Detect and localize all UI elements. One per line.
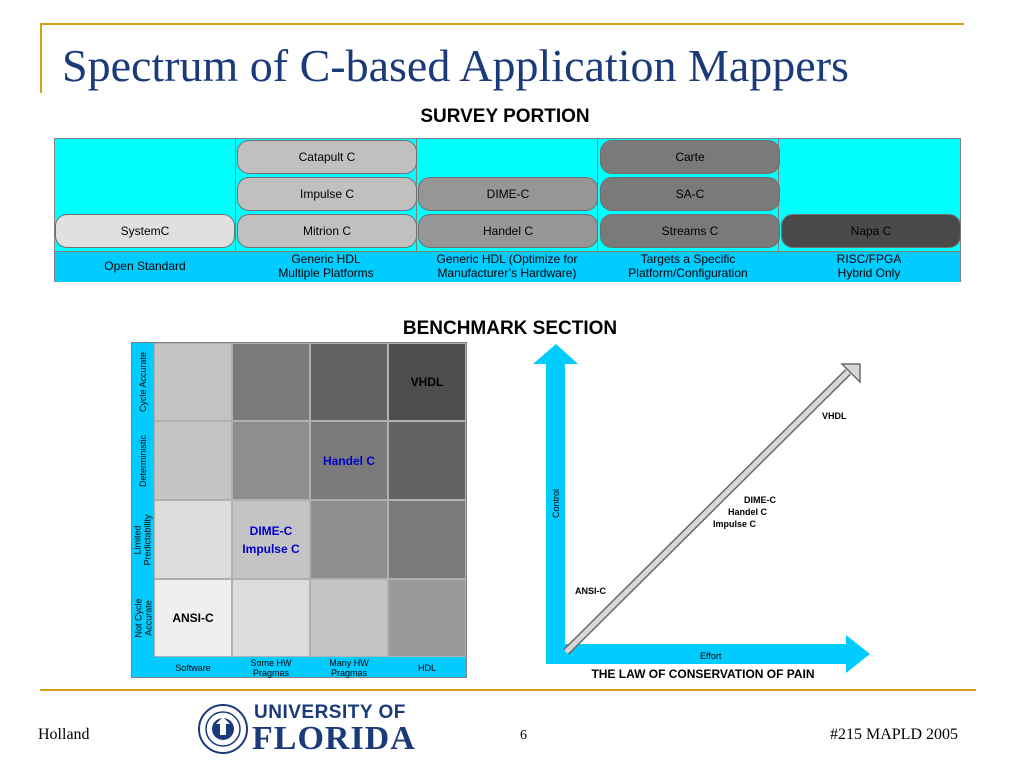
grid-cell (388, 421, 466, 500)
pill-systemc: SystemC (55, 214, 235, 248)
row-label-not-cycle-accurate: Not Cycle Accurate (133, 598, 154, 638)
col-label-software: Software (175, 663, 211, 673)
footer-event: #215 MAPLD 2005 (830, 726, 959, 743)
category-risc-fpga: RISC/FPGA Hybrid Only (836, 252, 902, 280)
grid-cell (232, 579, 310, 657)
grid-cell-label: Impulse C (242, 541, 300, 556)
category-generic-hdl: Generic HDL Multiple Platforms (278, 252, 374, 280)
col-label-hdl: HDL (417, 663, 436, 673)
grid-cell-label: Handel C (322, 453, 375, 468)
diagonal-arrow (563, 363, 861, 655)
benchmark-title: BENCHMARK SECTION (402, 318, 618, 339)
pill-sa-c: SA-C (600, 177, 780, 211)
grid-cell (154, 343, 232, 421)
gold-frame-top (40, 23, 964, 25)
university-seal-icon (198, 704, 248, 754)
law-caption: THE LAW OF CONSERVATION OF PAIN (591, 667, 815, 681)
logo-line1: UNIVERSITY OF (254, 702, 406, 723)
grid-cell: ANSI-C (154, 579, 232, 657)
effort-axis-arrow (546, 635, 870, 673)
survey-divider (597, 139, 598, 281)
university-logo: UNIVERSITY OF FLORIDA (196, 700, 416, 758)
category-generic-hdl-optimized: Generic HDL (Optimize for Manufacturer’s … (436, 252, 578, 280)
survey-divider (416, 139, 417, 281)
annotation-handel-c: Handel C (728, 507, 768, 517)
pill-catapult-c: Catapult C (237, 140, 417, 174)
pill-napa-c: Napa C (781, 214, 961, 248)
category-open-standard: Open Standard (104, 259, 186, 273)
grid-cell: DIME-C Impulse C (232, 500, 310, 579)
grid-cell (310, 343, 388, 421)
slide-title: Spectrum of C-based Application Mappers (62, 40, 849, 91)
pill-dime-c: DIME-C (418, 177, 598, 211)
survey-divider (235, 139, 236, 281)
grid-cell-label: ANSI-C (172, 611, 214, 625)
survey-divider (778, 139, 779, 281)
grid-cell-label: DIME-C (249, 523, 293, 538)
col-label-many-hw-pragmas: Many HW Pragmas (329, 658, 369, 678)
pill-streams-c: Streams C (600, 214, 780, 248)
annotation-impulse-c: Impulse C (713, 519, 757, 529)
grid-cell (232, 343, 310, 421)
survey-title: SURVEY PORTION (420, 106, 590, 127)
gold-frame-left (40, 23, 42, 93)
grid-cell-label: VHDL (410, 375, 444, 389)
survey-table: Catapult C Carte Impulse C DIME-C SA-C S… (54, 138, 961, 282)
grid-cell (154, 421, 232, 500)
page-number: 6 (520, 728, 527, 743)
pill-handel-c: Handel C (418, 214, 598, 248)
grid-cell (388, 500, 466, 579)
grid-cell (232, 421, 310, 500)
logo-line2: FLORIDA (252, 720, 416, 757)
law-of-pain-diagram: Control Effort VHDL DIME-C Handel C Impu… (533, 344, 870, 673)
grid-cell (310, 579, 388, 657)
pill-carte: Carte (600, 140, 780, 174)
effort-axis-label: Effort (700, 651, 722, 661)
annotation-dime-c: DIME-C (744, 495, 776, 505)
grid-cell: VHDL (388, 343, 466, 421)
row-label-deterministic: Deterministic (138, 434, 149, 487)
annotation-vhdl: VHDL (822, 411, 847, 421)
category-specific-platform: Targets a Specific Platform/Configuration (628, 252, 748, 280)
row-label-limited-predictability: Limited Predictability (133, 513, 153, 566)
footer-author: Holland (38, 726, 90, 743)
row-label-cycle-accurate: Cycle Accurate (138, 351, 148, 413)
grid-cell (388, 579, 466, 657)
col-label-some-hw-pragmas: Some HW Pragmas (250, 658, 292, 678)
benchmark-grid: Cycle Accurate Deterministic Limited Pred… (131, 342, 467, 678)
pill-impulse-c: Impulse C (237, 177, 417, 211)
pill-mitrion-c: Mitrion C (237, 214, 417, 248)
grid-cell (310, 500, 388, 579)
survey-footer-band (55, 251, 960, 282)
gold-frame-bottom (40, 689, 976, 691)
grid-cell: Handel C (310, 421, 388, 500)
annotation-ansi-c: ANSI-C (575, 586, 606, 596)
grid-cell (154, 500, 232, 579)
control-axis-arrow (533, 344, 578, 662)
control-axis-label: Control (551, 489, 561, 518)
